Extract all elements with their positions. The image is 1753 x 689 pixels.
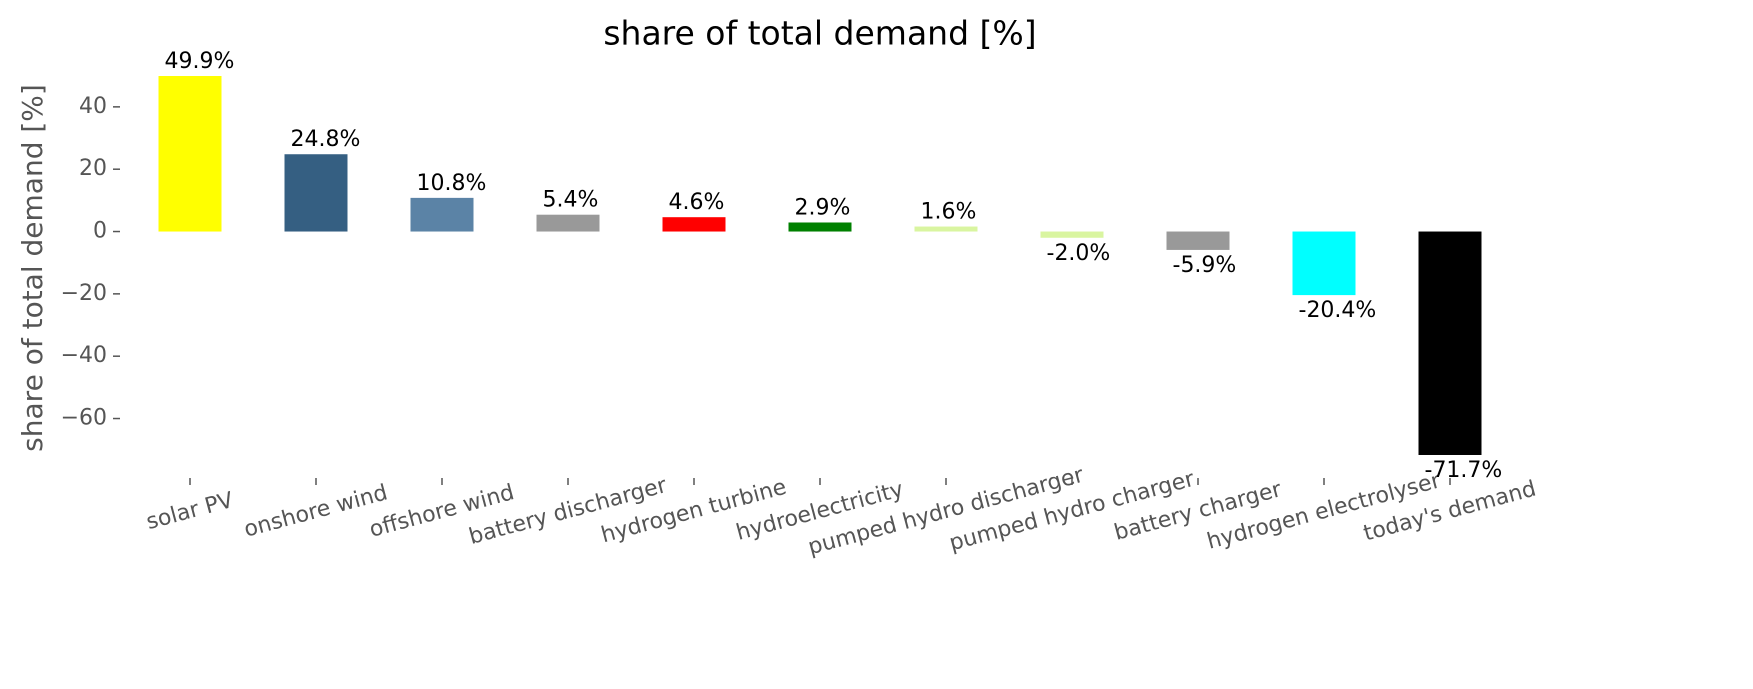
y-tick-label: 20 bbox=[79, 156, 107, 181]
value-label: 10.8% bbox=[417, 171, 487, 196]
bar bbox=[536, 214, 600, 232]
bar bbox=[284, 154, 348, 232]
bar bbox=[788, 222, 852, 232]
y-tick-label: −40 bbox=[61, 343, 107, 368]
x-tick-label: onshore wind bbox=[241, 480, 390, 542]
value-label: -2.0% bbox=[1047, 241, 1111, 266]
bar bbox=[1292, 231, 1356, 296]
value-label: 24.8% bbox=[291, 127, 361, 152]
bar bbox=[914, 226, 978, 232]
value-label: 2.9% bbox=[795, 195, 851, 220]
value-label: 5.4% bbox=[543, 188, 599, 213]
x-tick-label: solar PV bbox=[144, 488, 236, 535]
chart-title: share of total demand [%] bbox=[603, 14, 1036, 53]
bar bbox=[158, 76, 222, 232]
value-label: 1.6% bbox=[921, 200, 977, 225]
y-tick-label: −60 bbox=[61, 406, 107, 431]
value-label: -71.7% bbox=[1425, 458, 1503, 483]
y-axis-label: share of total demand [%] bbox=[16, 84, 49, 452]
bar bbox=[410, 197, 474, 232]
value-label: 49.9% bbox=[165, 49, 235, 74]
bar bbox=[1166, 231, 1230, 250]
value-label: -20.4% bbox=[1299, 298, 1377, 323]
y-tick-label: 0 bbox=[93, 219, 107, 244]
value-label: 4.6% bbox=[669, 190, 725, 215]
y-tick-label: −20 bbox=[61, 281, 107, 306]
bar bbox=[1418, 231, 1482, 455]
bar bbox=[662, 217, 726, 232]
value-label: -5.9% bbox=[1173, 253, 1237, 278]
bar bbox=[1040, 231, 1104, 238]
y-tick-label: 40 bbox=[79, 94, 107, 119]
